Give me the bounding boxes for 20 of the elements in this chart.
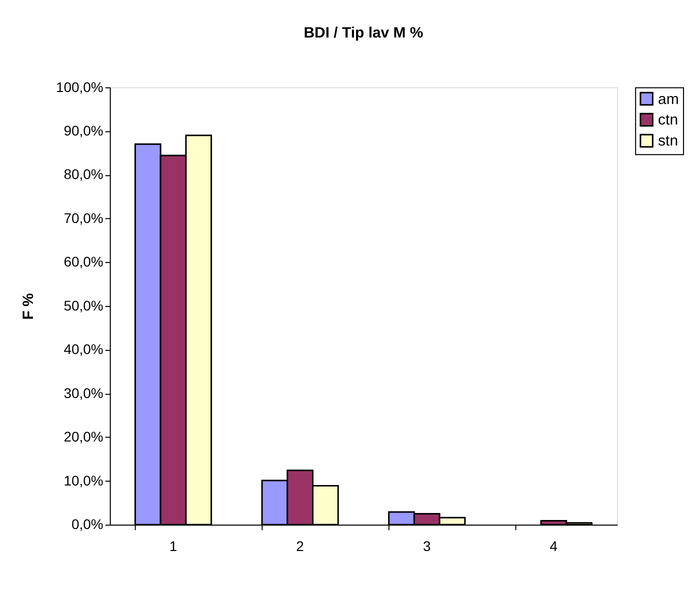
x-tick-label: 4 (550, 538, 558, 554)
chart-title: BDI / Tip lav M % (304, 24, 424, 42)
y-tick-label: 30,0% (64, 384, 104, 401)
y-tick-label: 40,0% (64, 341, 104, 358)
x-tick-label: 3 (422, 538, 431, 554)
y-tick-label: 100,0% (56, 78, 104, 95)
y-tick-label: 10,0% (64, 472, 104, 488)
y-axis-title: F % (20, 293, 37, 320)
legend-label: ctn (658, 112, 678, 129)
x-tick-label: 1 (169, 538, 178, 554)
y-tick-label: 50,0% (64, 297, 104, 314)
y-tick-label: 60,0% (64, 254, 104, 270)
y-tick-label: 70,0% (64, 210, 104, 226)
legend-label: stn (658, 132, 678, 150)
x-tick-label: 2 (296, 538, 304, 554)
y-tick-label: 20,0% (64, 428, 104, 445)
y-tick-label: 0,0% (72, 516, 104, 532)
legend-label: am (658, 90, 679, 108)
y-tick-label: 80,0% (64, 166, 104, 182)
y-tick-label: 90,0% (64, 122, 104, 139)
